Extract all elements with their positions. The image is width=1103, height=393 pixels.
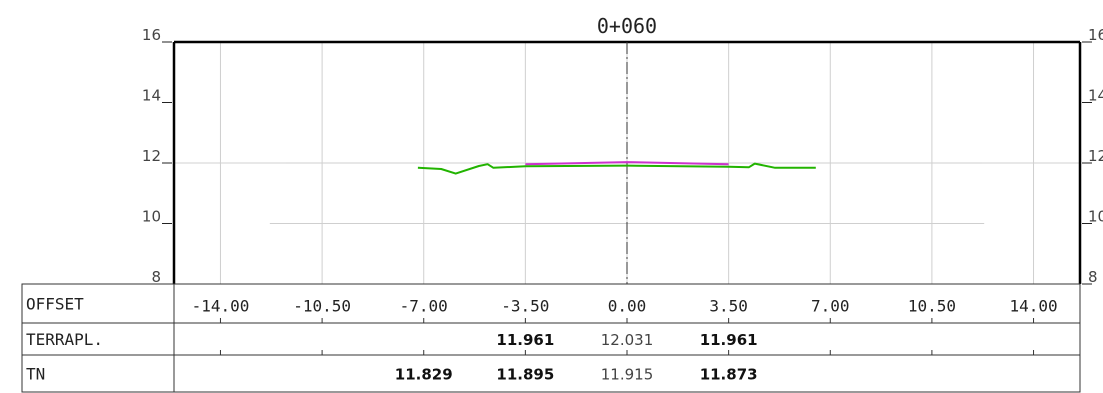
- offset-label: 10.50: [908, 297, 956, 316]
- table-cell-value: 11.915: [601, 366, 654, 384]
- offset-label: 0.00: [608, 297, 647, 316]
- table-cell-value: 11.961: [700, 331, 758, 349]
- offset-label: -3.50: [501, 297, 549, 316]
- terrain-profile-line: [417, 162, 816, 175]
- data-table: OFFSET TERRAPL. TN -14.00 -10.50 -7.00 -3.50 0.…: [21, 283, 1081, 393]
- offset-label: 3.50: [709, 297, 748, 316]
- table-row-label: OFFSET: [26, 295, 84, 314]
- y-tick-label-right: 10: [1088, 208, 1103, 226]
- y-tick-layer: 16 14 12 10 8 16 14 12 10 8: [142, 26, 1103, 286]
- table-cell-value: 11.873: [700, 366, 758, 384]
- table-row-label: TERRAPL.: [26, 330, 103, 349]
- y-tick-label-left: 14: [142, 87, 161, 105]
- offset-label: 7.00: [811, 297, 850, 316]
- table-border: [21, 283, 1081, 393]
- table-cell-value: 11.895: [496, 366, 554, 384]
- y-tick-label-left: 12: [142, 147, 161, 165]
- y-tick-label-left: 16: [142, 26, 161, 44]
- y-tick-label-right: 8: [1088, 268, 1098, 286]
- y-tick-label-right: 14: [1088, 87, 1103, 105]
- chart-title: 0+060: [597, 14, 657, 38]
- table-cell-value: 12.031: [601, 331, 654, 349]
- offset-label: -14.00: [192, 297, 250, 316]
- y-tick-label-right: 16: [1088, 26, 1103, 44]
- y-tick-label-left: 10: [142, 208, 161, 226]
- table-row-label: TN: [26, 365, 45, 384]
- design-profile-line: [525, 161, 729, 166]
- offset-label: -7.00: [400, 297, 448, 316]
- table-cell-value: 11.961: [496, 331, 554, 349]
- y-tick-label-left: 8: [151, 268, 161, 286]
- offset-label: -10.50: [293, 297, 351, 316]
- y-tick-label-right: 12: [1088, 147, 1103, 165]
- offset-label: 14.00: [1009, 297, 1057, 316]
- series-layer: [417, 161, 816, 175]
- table-cell-value: 11.829: [395, 366, 453, 384]
